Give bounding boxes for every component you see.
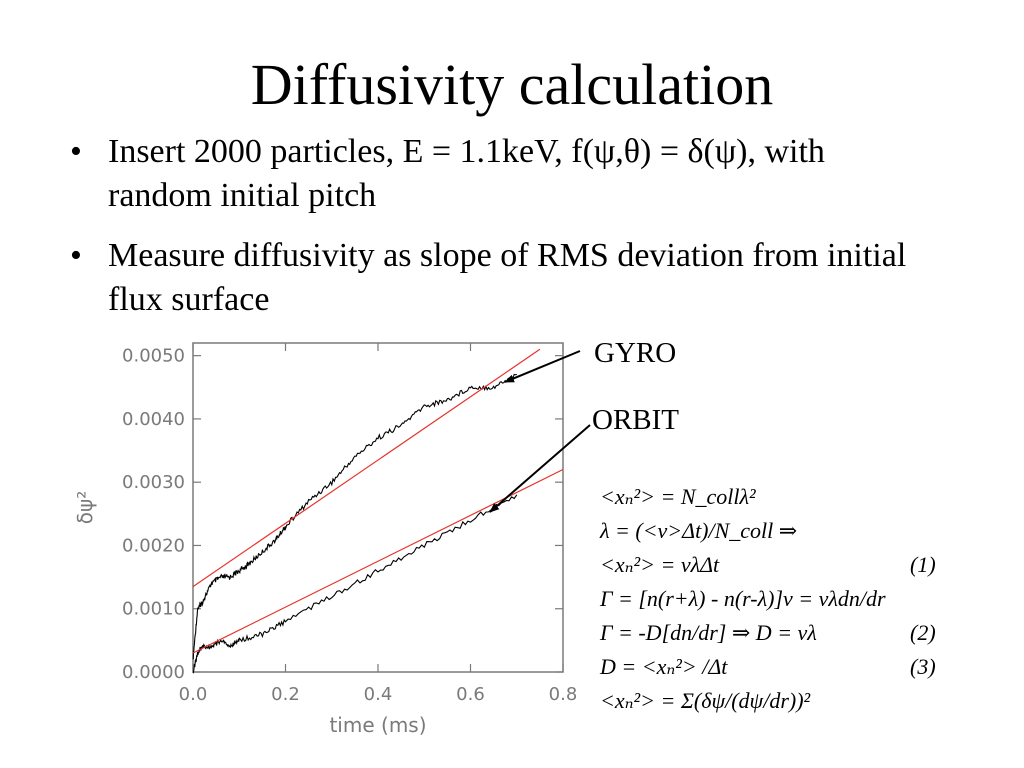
y-tick-label: 0.0040 xyxy=(122,409,185,430)
equation-line: <xₙ²> = Σ(δψ/(dψ/dr))² xyxy=(600,684,1000,718)
equation-line: D = <xₙ²> /Δt (3) xyxy=(600,650,1000,684)
plot-frame xyxy=(192,342,564,673)
equation-text: λ = (<v>Δt)/N_coll ⇒ xyxy=(600,518,798,543)
bullet-item: • Measure diffusivity as slope of RMS de… xyxy=(70,234,930,322)
equation-number: (3) xyxy=(910,654,936,679)
slide-title: Diffusivity calculation xyxy=(250,52,774,117)
bullet-dot-icon: • xyxy=(70,237,82,274)
fit-line xyxy=(192,468,564,654)
bullet-text: Measure diffusivity as slope of RMS devi… xyxy=(108,237,907,318)
equation-line: Γ = [n(r+λ) - n(r-λ)]v = vλdn/dr xyxy=(600,582,1000,616)
gyro-callout-arrow xyxy=(504,350,581,383)
chart-axes: 0.0 0.2 0.4 0.6 0.8 0.0000 0.0010 0.0020 0.0030 0… xyxy=(73,342,578,737)
bullet-text: Insert 2000 particles, E = 1.1keV, f(ψ,θ… xyxy=(108,133,825,214)
equation-text: D = <xₙ²> /Δt xyxy=(600,654,728,679)
x-tick-label: 0.0 xyxy=(179,684,208,705)
gyro-callout-label: GYRO xyxy=(594,337,677,369)
callout-arrows xyxy=(489,350,591,513)
fit-line xyxy=(192,348,541,588)
y-tick-label: 0.0000 xyxy=(122,662,185,683)
data-line xyxy=(192,494,518,674)
x-tick-label: 0.2 xyxy=(271,684,300,705)
equation-text: <xₙ²> = vλΔt xyxy=(600,552,720,577)
bullet-list: • Insert 2000 particles, E = 1.1keV, f(ψ… xyxy=(70,130,930,338)
bullet-item: • Insert 2000 particles, E = 1.1keV, f(ψ… xyxy=(70,130,930,218)
equation-line: <xₙ²> = vλΔt (1) xyxy=(600,548,1000,582)
y-axis-label: δψ² xyxy=(73,491,97,524)
x-tick-label: 0.4 xyxy=(364,684,393,705)
equation-block: <xₙ²> = N_collλ² λ = (<v>Δt)/N_coll ⇒ <x… xyxy=(600,480,1000,718)
orbit-callout-arrow xyxy=(489,424,591,513)
equation-line: λ = (<v>Δt)/N_coll ⇒ xyxy=(600,514,1000,548)
chart-series xyxy=(192,348,564,674)
equation-line: Γ = -D[dn/dr] ⇒ D = vλ (2) xyxy=(600,616,1000,650)
equation-text: Γ = [n(r+λ) - n(r-λ)]v = vλdn/dr xyxy=(600,586,886,611)
bullet-dot-icon: • xyxy=(70,133,82,170)
orbit-callout-label: ORBIT xyxy=(592,404,679,436)
y-tick-label: 0.0030 xyxy=(122,472,185,493)
equation-text: <xₙ²> = Σ(δψ/(dψ/dr))² xyxy=(600,688,811,713)
equation-text: Γ = -D[dn/dr] ⇒ D = vλ xyxy=(600,620,817,645)
equation-line: <xₙ²> = N_collλ² xyxy=(600,480,1000,514)
equation-number: (1) xyxy=(910,552,936,577)
x-axis-label: time (ms) xyxy=(329,713,426,737)
equation-text: <xₙ²> = N_collλ² xyxy=(600,484,756,509)
y-tick-label: 0.0010 xyxy=(122,599,185,620)
x-tick-label: 0.8 xyxy=(549,684,578,705)
data-line xyxy=(192,373,517,660)
equation-number: (2) xyxy=(910,620,936,645)
y-tick-label: 0.0050 xyxy=(122,346,185,367)
y-tick-label: 0.0020 xyxy=(122,535,185,556)
x-tick-label: 0.6 xyxy=(456,684,485,705)
